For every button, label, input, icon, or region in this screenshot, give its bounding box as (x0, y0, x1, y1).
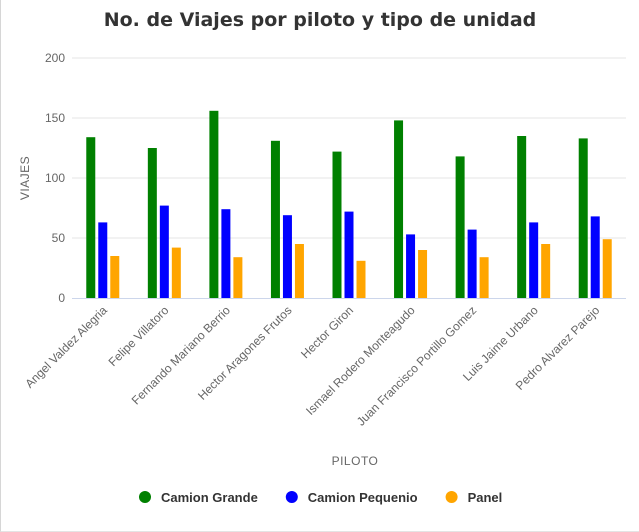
x-tick-label: Juan Francisco Portillo Gomez (354, 303, 479, 428)
bar-2-5[interactable] (344, 211, 354, 298)
bar-1-2[interactable] (147, 148, 157, 298)
legend-label: Panel (468, 490, 503, 505)
x-tick-label: Angel Valdez Alegria (22, 303, 110, 391)
y-tick-label: 200 (45, 51, 65, 65)
bar-1-6[interactable] (394, 120, 404, 299)
bar-2-3[interactable] (221, 209, 231, 298)
bar-1-9[interactable] (578, 138, 588, 298)
legend-marker (445, 491, 458, 503)
legend-marker (139, 491, 151, 503)
y-tick-label: 50 (52, 231, 66, 245)
bar-1-3[interactable] (209, 110, 219, 298)
bar-3-2[interactable] (171, 247, 181, 298)
bar-1-7[interactable] (455, 156, 465, 298)
y-tick-label: 150 (45, 111, 65, 125)
bar-3-1[interactable] (110, 256, 120, 298)
y-tick-label: 100 (45, 171, 65, 185)
x-tick-label: Felipe Villatoro (106, 303, 172, 369)
bar-2-6[interactable] (406, 234, 416, 298)
y-tick-label: 0 (58, 291, 65, 305)
legend-item-3[interactable]: Panel (445, 490, 503, 505)
bar-2-4[interactable] (282, 215, 292, 298)
chart-title: No. de Viajes por piloto y tipo de unida… (104, 9, 537, 31)
bar-3-8[interactable] (541, 244, 551, 298)
bar-3-9[interactable] (602, 239, 612, 298)
x-tick-label: Fernando Mariano Berrio (129, 303, 233, 407)
bar-1-4[interactable] (270, 140, 280, 298)
bar-3-6[interactable] (418, 250, 428, 298)
bar-2-1[interactable] (98, 222, 108, 298)
x-tick-label: Hector Giron (298, 303, 356, 361)
legend-label: Camion Pequenio (308, 490, 418, 505)
bar-2-8[interactable] (529, 222, 539, 298)
bar-1-8[interactable] (517, 136, 527, 298)
legend-label: Camion Grande (161, 490, 258, 505)
bar-3-4[interactable] (294, 244, 304, 298)
y-axis-title: VIAJES (18, 156, 32, 200)
y-axis-ticks: 0 50 100 150 200 (45, 51, 65, 305)
legend-marker (285, 491, 298, 503)
bar-2-9[interactable] (590, 216, 600, 298)
x-tick-label: Ismael Rodero Monteagudo (303, 303, 418, 418)
bar-2-2[interactable] (159, 205, 169, 298)
legend-item-2[interactable]: Camion Pequenio (285, 490, 418, 505)
bar-3-3[interactable] (233, 257, 243, 298)
bar-3-7[interactable] (479, 257, 489, 298)
legend-item-1[interactable]: Camion Grande (139, 490, 258, 505)
bar-1-5[interactable] (332, 151, 342, 298)
bar-1-1[interactable] (86, 137, 96, 298)
legend: Camion Grande Camion Pequenio Panel (139, 490, 502, 505)
bar-3-5[interactable] (356, 260, 366, 298)
x-axis-title: PILOTO (332, 454, 379, 468)
bars (86, 110, 612, 299)
bar-2-7[interactable] (467, 229, 477, 298)
